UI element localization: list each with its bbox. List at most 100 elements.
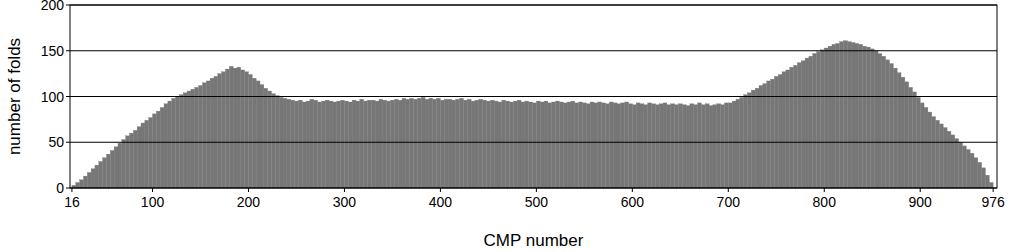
bar xyxy=(913,92,917,188)
bar xyxy=(747,93,751,188)
bar xyxy=(974,158,978,188)
bar xyxy=(91,169,95,188)
bar xyxy=(794,65,798,188)
bar xyxy=(813,53,817,188)
bar xyxy=(475,100,479,188)
bar xyxy=(483,100,487,188)
bar xyxy=(291,100,295,188)
bar xyxy=(295,101,299,188)
bar xyxy=(571,101,575,188)
x-tick-label: 400 xyxy=(429,194,453,210)
bar xyxy=(325,100,329,188)
bar xyxy=(452,100,456,188)
bar xyxy=(533,103,537,188)
bar xyxy=(924,107,928,188)
bar xyxy=(782,72,786,188)
bar xyxy=(540,102,544,188)
bar xyxy=(229,66,233,188)
y-tick xyxy=(66,188,70,189)
bar xyxy=(195,87,199,188)
bar xyxy=(636,103,640,188)
bar xyxy=(820,50,824,188)
bar xyxy=(383,100,387,188)
grid-line xyxy=(70,50,997,51)
bar xyxy=(371,100,375,188)
bar xyxy=(114,147,118,188)
bar xyxy=(771,79,775,188)
bar xyxy=(479,99,483,188)
bar xyxy=(352,100,356,188)
bar xyxy=(851,43,855,188)
bar xyxy=(939,124,943,188)
bar xyxy=(682,105,686,188)
bar xyxy=(256,81,260,188)
bar xyxy=(141,123,145,188)
bar xyxy=(778,75,782,188)
x-tick xyxy=(152,188,153,192)
bar xyxy=(164,104,168,188)
bar xyxy=(556,101,560,188)
x-tick-label: 600 xyxy=(621,194,645,210)
y-tick-label: 50 xyxy=(48,134,64,150)
bar xyxy=(448,99,452,188)
bar xyxy=(425,99,429,188)
bar xyxy=(199,86,203,188)
bar xyxy=(329,101,333,188)
bar xyxy=(248,75,252,188)
bar xyxy=(717,104,721,188)
bar xyxy=(179,95,183,188)
bar xyxy=(398,100,402,188)
bar xyxy=(559,102,563,188)
bar xyxy=(521,102,525,188)
grid-line xyxy=(70,142,997,143)
bar xyxy=(721,105,725,188)
bar xyxy=(959,142,963,188)
bar xyxy=(375,101,379,188)
bar xyxy=(932,117,936,188)
x-tick-label: 900 xyxy=(909,194,933,210)
plot-area xyxy=(70,5,997,188)
bar xyxy=(809,56,813,188)
bar xyxy=(110,150,114,188)
bar xyxy=(982,168,986,188)
bar xyxy=(579,102,583,188)
x-tick-label: 300 xyxy=(333,194,357,210)
bar xyxy=(901,77,905,188)
bar xyxy=(314,100,318,188)
bar xyxy=(83,176,87,188)
bar xyxy=(563,103,567,188)
bar xyxy=(187,91,191,188)
x-tick xyxy=(632,188,633,192)
bar xyxy=(836,43,840,188)
bar xyxy=(367,100,371,188)
bar xyxy=(333,102,337,188)
bar xyxy=(724,103,728,188)
y-tick-label: 150 xyxy=(41,43,65,59)
x-tick xyxy=(71,188,72,192)
bar xyxy=(598,102,602,188)
bar xyxy=(225,69,229,188)
bar xyxy=(87,172,91,188)
bar xyxy=(160,107,164,188)
bar xyxy=(387,101,391,188)
bar xyxy=(283,98,287,188)
bar xyxy=(947,131,951,188)
bar xyxy=(506,101,510,188)
bar xyxy=(498,102,502,188)
y-axis-label: number of folds xyxy=(5,38,24,155)
x-tick xyxy=(536,188,537,192)
plot-frame xyxy=(70,5,997,188)
x-tick-label: 100 xyxy=(141,194,165,210)
bar xyxy=(118,143,122,188)
bar xyxy=(886,60,890,188)
bar xyxy=(337,101,341,188)
bar xyxy=(103,158,107,188)
x-tick xyxy=(728,188,729,192)
bar xyxy=(586,104,590,188)
bar xyxy=(156,111,160,188)
bar xyxy=(625,102,629,188)
x-tick xyxy=(993,188,994,192)
bar xyxy=(801,61,805,188)
bar xyxy=(379,99,383,188)
bar xyxy=(145,120,149,188)
